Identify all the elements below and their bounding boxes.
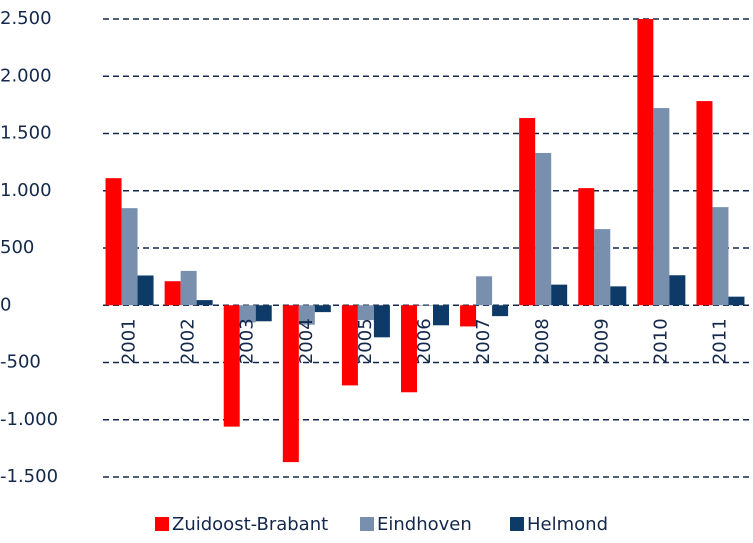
bar: [696, 101, 713, 306]
y-tick-label: 2.000: [0, 65, 52, 86]
y-tick-label: 1.000: [0, 180, 52, 201]
x-tick-label: 2001: [119, 318, 140, 364]
bar: [255, 305, 272, 322]
bar: [519, 118, 536, 306]
y-tick-label: -1.500: [0, 466, 58, 487]
legend-swatch: [510, 517, 524, 531]
legend-label: Eindhoven: [377, 514, 472, 535]
bar: [653, 108, 670, 306]
bar: [357, 305, 374, 321]
x-tick-label: 2004: [296, 318, 317, 364]
legend-label: Helmond: [527, 514, 608, 535]
y-tick-label: 1.500: [0, 123, 52, 144]
bar: [610, 286, 627, 306]
bar: [223, 305, 240, 427]
x-tick-label: 2007: [473, 318, 494, 364]
bar: [314, 305, 331, 313]
x-tick-label: 2008: [532, 318, 553, 364]
y-tick-label: -1.000: [0, 409, 58, 430]
legend-swatch: [360, 517, 374, 531]
bar: [121, 208, 138, 306]
y-tick-label: 500: [0, 237, 34, 258]
bar: [594, 229, 611, 306]
y-tick-label: 2.500: [0, 8, 52, 29]
x-tick-label: 2003: [237, 318, 258, 364]
legend-label: Zuidoost-Brabant: [172, 514, 328, 535]
bar: [341, 305, 358, 386]
y-tick-label: -500: [0, 352, 41, 373]
x-tick-label: 2011: [709, 318, 730, 364]
bar: [535, 152, 552, 306]
bar: [282, 305, 299, 463]
bar: [637, 19, 654, 306]
bar: [417, 305, 433, 306]
bar: [578, 188, 595, 306]
bar: [105, 178, 122, 306]
bar: [298, 305, 315, 325]
bar: [401, 305, 417, 393]
bar: [164, 281, 181, 306]
bar: [476, 276, 493, 306]
x-tick-label: 2009: [591, 318, 612, 364]
bar: [728, 296, 745, 306]
bar: [492, 305, 509, 317]
bar: [551, 284, 568, 306]
x-tick-label: 2006: [414, 318, 435, 364]
bar: [460, 305, 477, 327]
bar: [712, 207, 729, 306]
y-tick-label: 0: [0, 294, 11, 315]
bar: [669, 275, 686, 306]
bar: [239, 305, 256, 323]
bar: [433, 305, 449, 326]
bar: [180, 270, 197, 306]
legend-swatch: [155, 517, 169, 531]
x-tick-label: 2002: [178, 318, 199, 364]
bar: [196, 300, 213, 306]
x-tick-label: 2005: [355, 318, 376, 364]
bar: [373, 305, 390, 338]
x-tick-label: 2010: [650, 318, 671, 364]
bar: [137, 275, 154, 306]
